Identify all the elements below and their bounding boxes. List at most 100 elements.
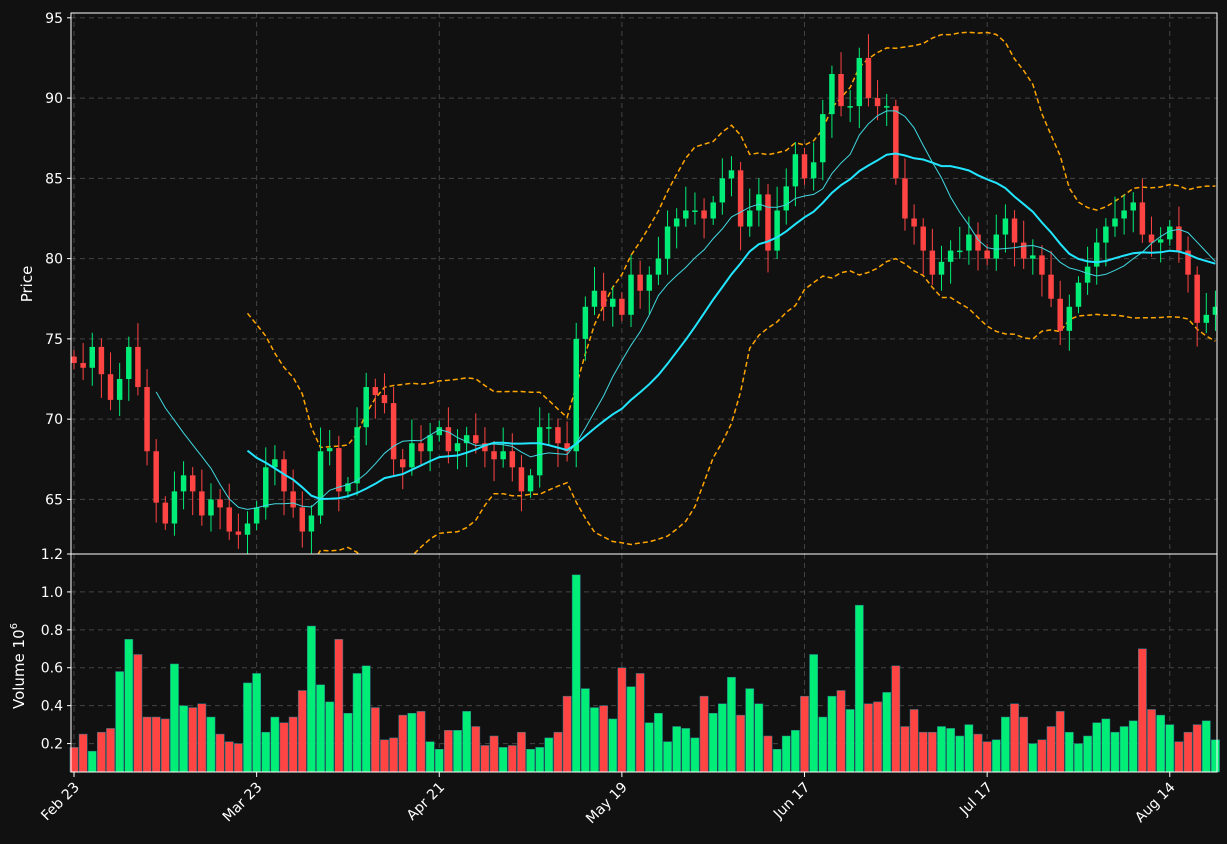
candle-body — [180, 475, 187, 492]
volume-bar — [1211, 739, 1220, 773]
candle-body — [1011, 218, 1018, 243]
candle-body — [1130, 202, 1136, 211]
volume-bar — [1174, 741, 1184, 773]
volume-bar — [1037, 739, 1047, 773]
candle-body — [217, 499, 223, 508]
candle-body — [555, 427, 561, 444]
candle-body — [701, 210, 707, 219]
volume-bar — [188, 707, 198, 773]
volume-bar — [1019, 716, 1029, 773]
candle-body — [235, 531, 242, 535]
volume-bar — [243, 682, 252, 773]
candle-body — [829, 74, 835, 115]
bollinger-lower — [317, 257, 1216, 554]
volume-bar — [160, 718, 170, 773]
candle-body — [126, 346, 132, 380]
candle-body — [1157, 239, 1164, 243]
candle-body — [390, 403, 397, 460]
volume-bar — [781, 735, 791, 773]
candle-body — [299, 507, 306, 532]
volume-bar — [1156, 714, 1166, 773]
volume-bar — [836, 690, 846, 773]
candle-body — [774, 210, 780, 251]
volume-bar — [179, 705, 188, 773]
volume-axis-label-exponent: 6 — [9, 623, 20, 629]
candle-body — [536, 427, 543, 476]
bollinger-bands — [246, 31, 1216, 554]
candle-body — [1002, 218, 1009, 235]
candle-body — [263, 467, 269, 508]
volume-bar — [1147, 709, 1156, 773]
candle-body — [1093, 242, 1100, 267]
candle-body — [518, 467, 525, 492]
candle-body — [116, 379, 123, 400]
candle-body — [336, 448, 342, 492]
volume-axis-label: Volume 106 — [9, 623, 28, 709]
bollinger-upper — [246, 31, 1216, 449]
volume-bar — [882, 692, 892, 773]
volume-bar — [745, 688, 755, 773]
volume-bar — [727, 676, 736, 773]
volume-bar — [1138, 648, 1147, 773]
candle-body — [272, 459, 278, 468]
volume-bar — [1201, 720, 1211, 773]
candle-body — [171, 491, 178, 524]
volume-bar — [389, 737, 398, 773]
volume-bar — [617, 667, 627, 773]
candle-body — [628, 274, 634, 315]
volume-bar — [1092, 722, 1102, 773]
candle-body — [1121, 210, 1127, 219]
candle-body — [929, 250, 936, 275]
volume-bar — [334, 639, 344, 773]
candle-body — [1112, 218, 1118, 227]
volume-bar — [151, 716, 161, 773]
candle-body — [728, 170, 735, 179]
candle-body — [1185, 250, 1191, 275]
moving-averages — [155, 110, 1216, 510]
candle-body — [1167, 226, 1173, 240]
candle-body — [984, 250, 990, 259]
volume-bar — [918, 731, 928, 773]
volume-bar — [526, 749, 535, 773]
volume-tick-label: 0.2 — [41, 737, 63, 753]
candle-body — [710, 202, 716, 219]
candle-body — [162, 502, 169, 524]
candle-body — [1194, 274, 1200, 323]
volume-bar — [489, 735, 499, 773]
candle-body — [792, 154, 799, 187]
volume-bar — [206, 716, 216, 773]
candle-body — [1020, 242, 1027, 259]
candle-body — [326, 448, 333, 452]
candles — [71, 34, 1217, 554]
volume-bar — [133, 654, 143, 773]
volume-bar — [964, 724, 974, 773]
candle-body — [664, 226, 671, 259]
volume-bar — [279, 722, 289, 773]
volume-bar — [927, 731, 937, 773]
volume-bar — [261, 731, 271, 773]
candle-body — [226, 507, 232, 532]
volume-bar — [553, 731, 563, 773]
candle-body — [98, 346, 105, 375]
candle-body — [591, 290, 598, 307]
volume-bar — [1074, 743, 1083, 773]
candle-body — [646, 274, 653, 291]
volume-bar — [1028, 743, 1038, 773]
candle-body — [810, 162, 817, 179]
candle-body — [692, 210, 698, 212]
candle-body — [966, 234, 972, 251]
candle-body — [1084, 266, 1091, 283]
candle-body — [582, 306, 589, 339]
candle-body — [975, 234, 981, 251]
candle-body — [820, 114, 826, 163]
candle-body — [372, 387, 379, 396]
volume-bar — [416, 711, 426, 773]
volume-tick-label: 1.2 — [41, 547, 63, 563]
candle-body — [783, 186, 789, 211]
volume-bar — [571, 574, 581, 773]
candle-body — [1148, 234, 1155, 243]
volume-bar — [1128, 720, 1138, 773]
volume-bar — [818, 716, 828, 773]
volume-bar — [352, 673, 362, 773]
